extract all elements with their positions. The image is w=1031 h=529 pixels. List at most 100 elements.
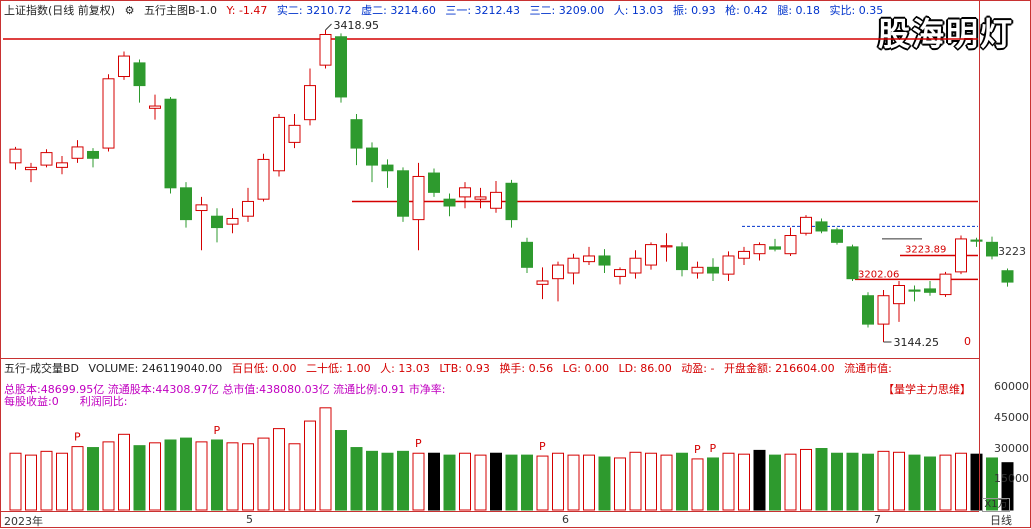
xu-er: 虚二: 3214.60 bbox=[361, 4, 436, 17]
candle-body bbox=[536, 280, 549, 285]
candle-body bbox=[676, 246, 688, 271]
p-marker: P bbox=[694, 443, 701, 456]
volume-bar bbox=[474, 454, 487, 511]
candle-body bbox=[56, 162, 68, 168]
volume-bar bbox=[490, 452, 502, 511]
lrtb: 利润同比: bbox=[79, 395, 128, 408]
ltb: LTB: 0.93 bbox=[439, 362, 490, 375]
candle-body bbox=[366, 147, 378, 166]
volume-bar bbox=[645, 452, 657, 511]
candle-body bbox=[226, 217, 239, 225]
candle-body bbox=[800, 216, 812, 234]
volume-bar bbox=[552, 452, 564, 511]
r1-label: 3223.89 bbox=[905, 245, 946, 256]
candle-body bbox=[893, 284, 905, 305]
volume-bar bbox=[939, 454, 952, 511]
settings-icon[interactable]: ⚙ bbox=[124, 4, 135, 17]
candle-body bbox=[815, 221, 828, 232]
candle-body bbox=[505, 182, 518, 221]
volume-bar bbox=[831, 452, 843, 511]
kaipan: 开盘金额: 216604.00 bbox=[723, 362, 835, 375]
volume-bar bbox=[257, 437, 270, 511]
volume-bar bbox=[118, 433, 130, 511]
shijinglv: 市净率: bbox=[408, 383, 446, 396]
candle-body bbox=[614, 269, 626, 277]
candle-body bbox=[583, 255, 595, 263]
volume-bar bbox=[505, 454, 518, 511]
indicator-name[interactable]: 五行主图B-1.0 bbox=[143, 4, 217, 17]
volume-bar bbox=[381, 452, 394, 511]
candle-body bbox=[428, 172, 440, 193]
volume-bar bbox=[691, 458, 704, 511]
huanshou: 换手: 0.56 bbox=[499, 362, 554, 375]
volume-bar bbox=[149, 442, 161, 511]
candle-body bbox=[102, 78, 115, 149]
zong-shizhi: 总市值:438080.03亿 bbox=[222, 383, 330, 396]
liutong-guben: 流通股本:44308.97亿 bbox=[107, 383, 219, 396]
volume-bar bbox=[970, 453, 983, 511]
volume-bar bbox=[40, 450, 53, 511]
high-pointer bbox=[325, 23, 332, 31]
volume-bar bbox=[459, 452, 471, 511]
ershi-di: 二十低: 1.00 bbox=[305, 362, 371, 375]
volume-bar bbox=[583, 454, 595, 511]
tui-value: 腿: 0.18 bbox=[777, 4, 821, 17]
fin-row-1: 总股本:48699.95亿 流通股本:44308.97亿 总市值:438080.… bbox=[4, 381, 446, 397]
bai-ri-di: 百日低: 0.00 bbox=[231, 362, 297, 375]
volume-bar bbox=[986, 457, 998, 511]
dongying: 动盈: - bbox=[681, 362, 715, 375]
candle-body bbox=[9, 148, 22, 164]
candle-body bbox=[908, 289, 921, 292]
pane-separator[interactable] bbox=[0, 358, 979, 359]
candle-body bbox=[257, 158, 270, 200]
p-marker: P bbox=[214, 424, 221, 437]
low-label: 3144.25 bbox=[894, 336, 940, 349]
volume-bar bbox=[738, 453, 750, 511]
time-axis: 2023年 5 6 7 bbox=[0, 511, 979, 528]
candle-body bbox=[195, 204, 208, 212]
volume-bar bbox=[567, 454, 580, 511]
candle-body bbox=[412, 175, 425, 221]
ld: LD: 86.00 bbox=[618, 362, 672, 375]
volume-bar bbox=[800, 448, 812, 511]
candle-body bbox=[753, 244, 766, 255]
volume-bar bbox=[164, 439, 177, 511]
volume-bar bbox=[784, 453, 797, 511]
volume-bar bbox=[102, 441, 115, 511]
candle-body bbox=[645, 244, 657, 266]
candle-body bbox=[986, 241, 998, 257]
candle-body bbox=[443, 198, 456, 207]
volume-bar bbox=[443, 454, 456, 511]
fin-row-2: 每股收益:0 利润同比: bbox=[4, 393, 127, 409]
axis-separator bbox=[979, 0, 980, 510]
candle-body bbox=[629, 257, 642, 274]
volume-bar bbox=[924, 456, 936, 511]
volume-indicator-name[interactable]: 五行-成交量BD bbox=[4, 362, 79, 375]
liutong-bili: 流通比例:0.91 bbox=[333, 383, 406, 396]
volume-bar bbox=[211, 439, 223, 511]
vol-axis-30000: 30000 bbox=[994, 442, 1029, 455]
volume-bar bbox=[846, 452, 859, 511]
volume-bar bbox=[25, 454, 37, 511]
candle-body bbox=[567, 257, 580, 274]
volume-bar bbox=[877, 450, 890, 511]
candle-body bbox=[769, 246, 781, 250]
index-name[interactable]: 上证指数(日线 前复权) bbox=[4, 4, 116, 17]
candle-body bbox=[490, 191, 502, 209]
shi-er: 实二: 3210.72 bbox=[276, 4, 352, 17]
volume-bar bbox=[71, 446, 84, 511]
volume-bar bbox=[676, 452, 688, 511]
period-label[interactable]: 日线 bbox=[990, 514, 1012, 527]
volume-bar bbox=[955, 452, 967, 511]
price-header: 上证指数(日线 前复权) ⚙ 五行主图B-1.0 Y: -1.47 实二: 32… bbox=[4, 3, 889, 19]
volume-bar bbox=[87, 447, 99, 511]
shibi-value: 实比: 0.35 bbox=[829, 4, 884, 17]
volume-bar bbox=[862, 453, 874, 511]
candle-body bbox=[164, 98, 177, 189]
volume-bar bbox=[350, 447, 363, 511]
high-label: 3418.95 bbox=[334, 19, 380, 32]
volume-bar bbox=[536, 455, 549, 511]
candle-body bbox=[707, 266, 719, 274]
volume-bar bbox=[133, 445, 146, 511]
